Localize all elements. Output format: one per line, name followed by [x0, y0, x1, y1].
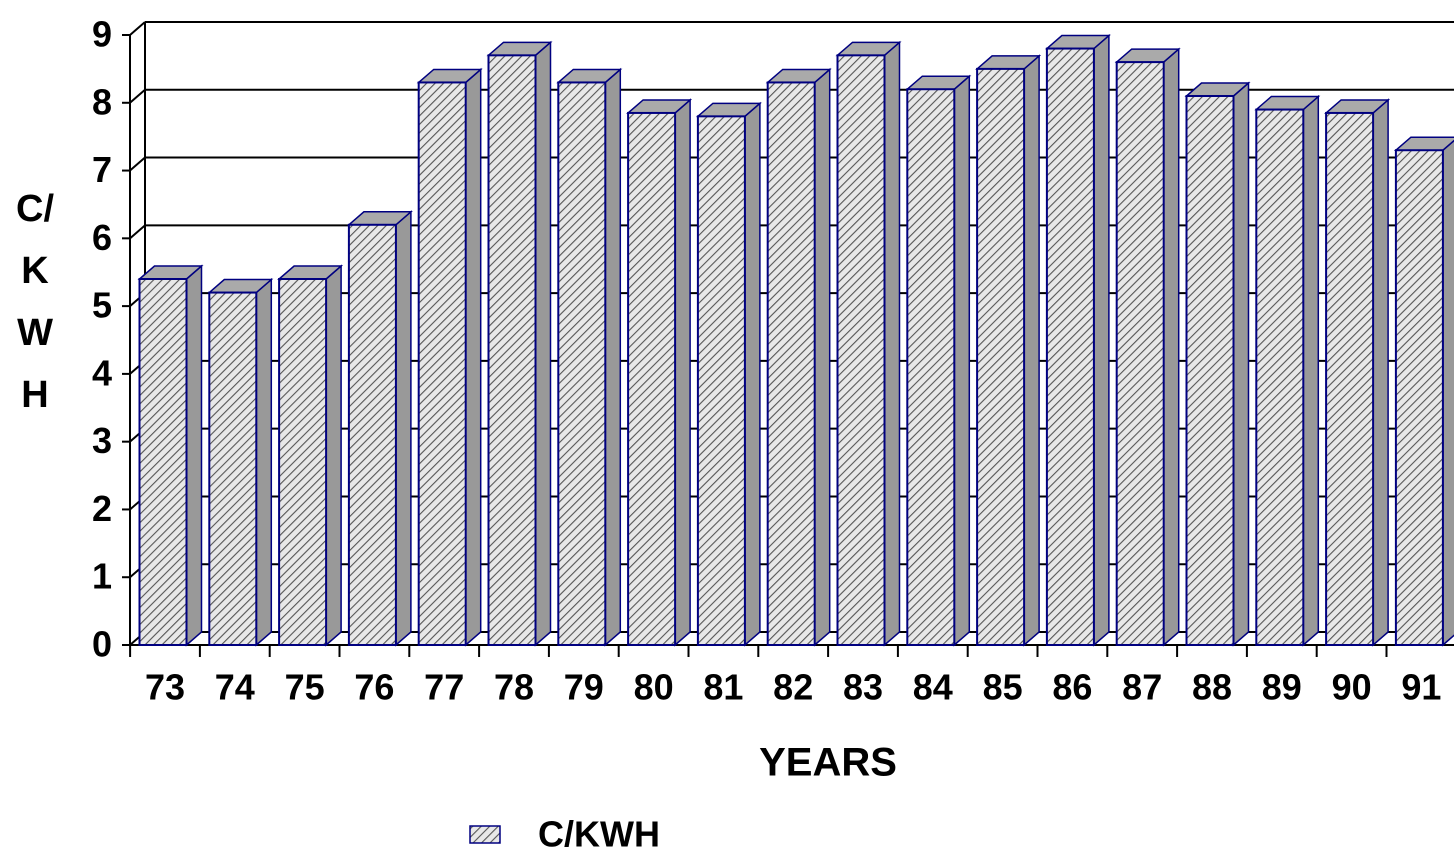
bar	[208, 291, 258, 646]
bar	[906, 88, 956, 646]
x-tick-label: 81	[703, 667, 743, 708]
bar	[1115, 61, 1165, 647]
bar-side	[883, 40, 901, 647]
bar-side	[325, 264, 342, 647]
bar	[976, 67, 1026, 646]
x-tick-label: 82	[773, 667, 813, 708]
bar	[557, 81, 607, 646]
x-tick-label: 77	[424, 667, 464, 708]
x-tick-label: 74	[215, 667, 255, 708]
x-tick-label: 89	[1262, 667, 1302, 708]
y-tick-label: 2	[92, 488, 112, 529]
bar-side	[534, 40, 552, 647]
y-axis-title: C/KWH	[16, 188, 54, 416]
y-tick-label: 1	[92, 556, 112, 597]
grid-line-depth	[129, 21, 146, 36]
bar-side	[1442, 139, 1454, 647]
bar-side	[395, 210, 412, 647]
bar	[347, 223, 397, 646]
grid-line-depth	[129, 89, 146, 104]
bar-side	[674, 98, 691, 647]
y-tick-label: 8	[92, 81, 112, 122]
bar-side	[255, 277, 273, 647]
bar	[1045, 47, 1095, 647]
grid-line-depth	[129, 156, 146, 172]
bar	[627, 111, 677, 646]
bar	[417, 81, 467, 646]
x-tick-label: 84	[913, 667, 953, 708]
x-axis-title: YEARS	[759, 741, 897, 785]
x-tick-label: 73	[145, 667, 185, 708]
bar-side	[744, 101, 761, 647]
bars	[137, 33, 1454, 647]
bar-side	[1372, 98, 1389, 647]
y-tick-label: 7	[92, 149, 112, 190]
bar-side	[813, 67, 831, 647]
y-tick-label: 0	[92, 624, 112, 665]
bar-side	[953, 74, 971, 647]
grid-line-depth	[129, 224, 146, 240]
y-tick-label: 6	[92, 217, 112, 258]
y-tick-label: 3	[92, 420, 112, 461]
x-tick-label: 90	[1332, 667, 1372, 708]
y-tick-label: 4	[92, 352, 112, 393]
bar-side	[185, 264, 203, 647]
bar-side	[464, 67, 482, 647]
bar-side	[1023, 54, 1040, 647]
y-tick-label: 5	[92, 285, 112, 326]
x-tick-label: 76	[354, 667, 394, 708]
bar	[766, 81, 816, 646]
x-tick-label: 79	[564, 667, 604, 708]
x-tick-label: 86	[1052, 667, 1092, 708]
bar	[1325, 111, 1375, 646]
bar	[836, 54, 886, 647]
x-tick-label: 91	[1401, 667, 1441, 708]
x-tick-label: 75	[285, 667, 325, 708]
legend-swatch	[469, 825, 501, 844]
x-tick-label: 85	[983, 667, 1023, 708]
x-tick-label: 83	[843, 667, 883, 708]
bar	[278, 278, 328, 646]
x-tick-label: 87	[1122, 667, 1162, 708]
bar	[138, 278, 188, 646]
bar-side	[1302, 94, 1320, 647]
x-tick-label: 88	[1192, 667, 1232, 708]
bar	[696, 115, 746, 647]
bar-side	[1232, 81, 1250, 647]
y-tick-label: 9	[92, 14, 112, 55]
bar-side	[604, 67, 622, 647]
legend-label: C/KWH	[538, 814, 660, 855]
bar	[1394, 149, 1444, 646]
bar	[487, 54, 537, 647]
bar-side	[1093, 33, 1110, 647]
bar-side	[1162, 47, 1180, 647]
bar-top	[1393, 136, 1454, 151]
x-tick-label: 80	[634, 667, 674, 708]
x-tick-label: 78	[494, 667, 534, 708]
bar	[1255, 108, 1305, 647]
bar	[1185, 95, 1235, 646]
